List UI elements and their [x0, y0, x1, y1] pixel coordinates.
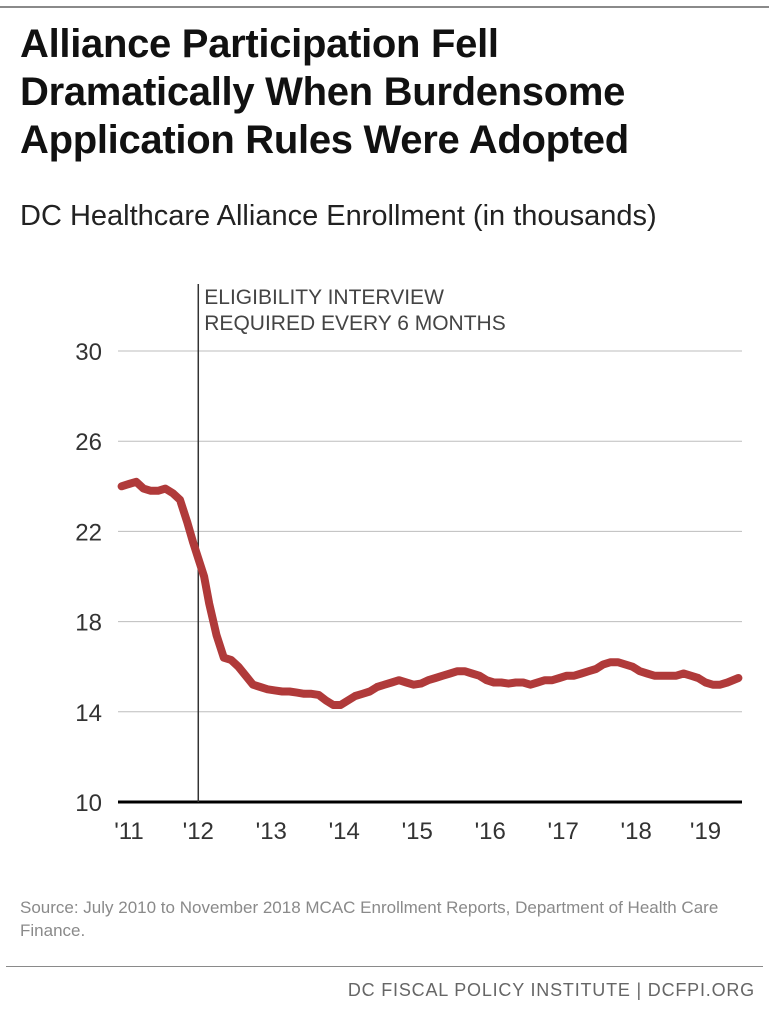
x-tick-label: '14: [329, 818, 360, 845]
y-tick-label: 10: [75, 790, 102, 817]
x-tick-label: '12: [183, 818, 214, 845]
annotation-label: ELIGIBILITY INTERVIEW: [204, 286, 444, 309]
chart-title: Alliance Participation Fell Dramatically…: [20, 20, 760, 164]
top-rule: [0, 6, 769, 8]
x-tick-label: '11: [114, 818, 144, 845]
y-tick-label: 26: [75, 429, 102, 456]
chart-title-line: Application Rules Were Adopted: [20, 118, 629, 162]
annotation-label: REQUIRED EVERY 6 MONTHS: [204, 312, 505, 335]
line-chart: 10 14 18 22 26 30 '11 '12 '13 '14 '15 '16 '17 '18 '19 E…: [75, 284, 743, 845]
x-tick-label: '13: [256, 818, 287, 845]
y-tick-label: 30: [75, 339, 102, 366]
x-tick-label: '16: [475, 818, 506, 845]
series-line: [117, 477, 743, 709]
bottom-rule: [6, 966, 763, 967]
chart-title-line: Dramatically When Burdensome: [20, 70, 626, 114]
footer-credit: DC FISCAL POLICY INSTITUTE | DCFPI.ORG: [347, 980, 755, 1000]
x-tick-label: '19: [690, 818, 721, 845]
chart-subtitle: DC Healthcare Alliance Enrollment (in th…: [20, 200, 657, 232]
source-note: Source: July 2010 to November 2018 MCAC …: [20, 898, 719, 940]
y-tick-label: 22: [75, 519, 102, 546]
y-tick-label: 18: [75, 610, 102, 637]
x-tick-label: '18: [621, 818, 652, 845]
x-tick-label: '15: [402, 818, 433, 845]
y-tick-label: 14: [75, 700, 102, 727]
chart-title-line: Alliance Participation Fell: [20, 22, 499, 66]
x-tick-label: '17: [548, 818, 579, 845]
